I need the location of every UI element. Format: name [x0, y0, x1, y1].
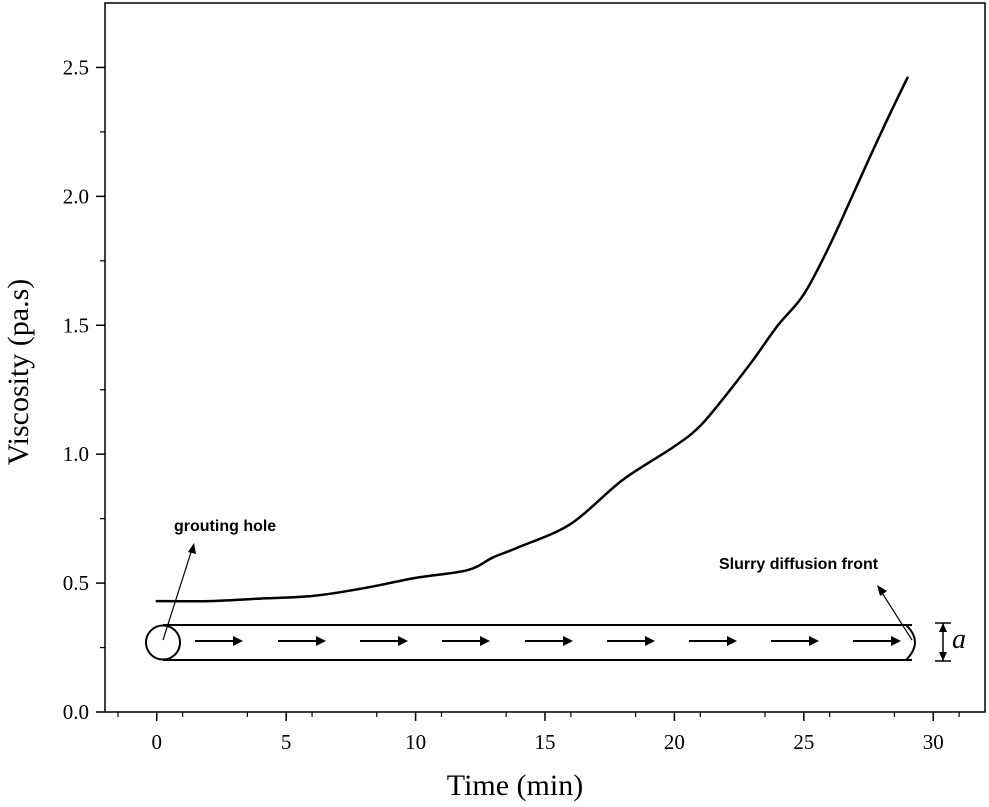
aperture-label: a: [952, 624, 966, 655]
x-tick-label: 25: [793, 730, 814, 754]
x-tick-label: 15: [535, 730, 556, 754]
flow-arrow-head: [233, 636, 243, 646]
flow-arrow-head: [809, 636, 819, 646]
diffusion-front-pointer-head: [877, 585, 887, 596]
flow-arrow-head: [727, 636, 737, 646]
y-tick-label: 1.5: [63, 313, 89, 337]
y-axis-title: Viscosity (pa.s): [2, 279, 35, 466]
flow-arrow-head: [563, 636, 573, 646]
y-tick-label: 1.0: [63, 442, 89, 466]
x-tick-label: 5: [281, 730, 292, 754]
plot-frame: [104, 2, 986, 713]
x-axis-title: Time (min): [447, 769, 583, 802]
grouting-hole-pointer: [162, 545, 194, 641]
flow-arrow-head: [480, 636, 490, 646]
grouting-hole-circle: [145, 624, 181, 661]
diffusion-front-label: Slurry diffusion front: [719, 556, 879, 573]
flow-arrows: [195, 636, 901, 646]
slurry-front-arc: [905, 624, 916, 661]
grouting-hole-annotation: grouting hole: [162, 518, 276, 641]
y-tick-label: 0.5: [63, 571, 89, 595]
viscosity-series-line: [155, 76, 909, 603]
aperture-arrowhead-down: [939, 652, 947, 661]
y-axis-ticks: 0.0 0.5 1.0 1.5 2.0 2.5: [63, 55, 105, 724]
x-tick-label: 20: [664, 730, 685, 754]
x-tick-label: 0: [152, 730, 163, 754]
diffusion-front-annotation: Slurry diffusion front: [719, 556, 913, 641]
y-tick-label: 2.0: [63, 184, 89, 208]
x-tick-label: 30: [923, 730, 944, 754]
y-tick-label: 0.0: [63, 700, 89, 724]
grouting-hole-label: grouting hole: [174, 518, 276, 535]
flow-arrow-head: [891, 636, 901, 646]
aperture-arrowhead-up: [939, 623, 947, 632]
diffusion-front-pointer: [878, 587, 913, 641]
fracture-schematic: a: [145, 622, 966, 662]
grouting-hole-pointer-head: [188, 543, 196, 554]
x-tick-label: 10: [405, 730, 426, 754]
flow-arrow-head: [398, 636, 408, 646]
flow-arrow-head: [316, 636, 326, 646]
flow-arrow-head: [645, 636, 655, 646]
x-axis-ticks: 0 5 10 15 20 25 30: [117, 712, 960, 754]
y-tick-label: 2.5: [63, 55, 89, 79]
